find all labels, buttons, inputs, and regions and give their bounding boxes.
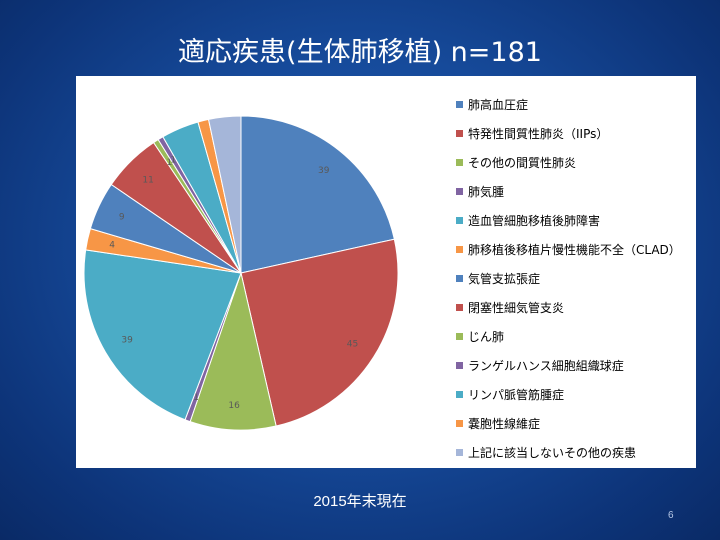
data-label-7: 9 <box>119 213 125 223</box>
legend-item-5: 造血管細胞移植後肺障害 <box>456 206 692 235</box>
data-label-8: 11 <box>142 175 153 185</box>
data-label-4: 1 <box>193 393 199 403</box>
legend-swatch-icon <box>456 188 463 195</box>
legend-label: 気管支拡張症 <box>468 272 541 286</box>
legend-label: 肺高血圧症 <box>468 98 529 112</box>
legend-item-4: 肺気腫 <box>456 177 692 206</box>
legend-label: 肺気腫 <box>468 185 505 199</box>
legend-swatch-icon <box>456 449 463 456</box>
legend-swatch-icon <box>456 159 463 166</box>
legend-label: 嚢胞性線維症 <box>468 417 541 431</box>
chart-legend: 肺高血圧症特発性間質性肺炎（IIPs） その他の間質性肺炎 肺気腫造血管細胞移植後肺… <box>456 90 692 467</box>
legend-label: リンパ脈管筋腫症 <box>468 388 565 402</box>
legend-label: 閉塞性細気管支炎 <box>468 301 565 315</box>
data-label-10: 1 <box>171 156 177 166</box>
legend-item-6: 肺移植後移植片慢性機能不全（CLAD） <box>456 235 692 264</box>
legend-item-9: じん肺 <box>456 322 692 351</box>
legend-swatch-icon <box>456 362 463 369</box>
legend-item-3: その他の間質性肺炎 <box>456 148 692 177</box>
chart-panel: 39 45 16 1 39 4 9 11 1 1 肺高血圧症 特発性間質性肺炎（IIPs） その他の間… <box>76 76 696 468</box>
legend-item-7: 気管支拡張症 <box>456 264 692 293</box>
slide-title: 適応疾患(生体肺移植) n=181 <box>178 37 542 68</box>
pie-slice-13 <box>207 115 242 274</box>
page-number: 6 <box>668 510 674 521</box>
legend-swatch-icon <box>456 217 463 224</box>
legend-item-8: 閉塞性細気管支炎 <box>456 293 692 322</box>
legend-label: ランゲルハンス細胞組織球症 <box>468 359 624 373</box>
data-label-2: 45 <box>347 340 358 350</box>
legend-swatch-icon <box>456 130 463 137</box>
legend-label: 肺移植後移植片慢性機能不全（CLAD） <box>468 243 681 257</box>
pie-slice-2 <box>240 238 399 427</box>
legend-swatch-icon <box>456 420 463 427</box>
legend-item-2: 特発性間質性肺炎（IIPs） <box>456 119 692 148</box>
legend-swatch-icon <box>456 304 463 311</box>
legend-swatch-icon <box>456 333 463 340</box>
legend-item-13: 上記に該当しないその他の疾患 <box>456 438 692 467</box>
data-label-6: 4 <box>109 241 115 251</box>
data-label-5: 39 <box>121 336 133 346</box>
legend-swatch-icon <box>456 246 463 253</box>
legend-label: 上記に該当しないその他の疾患 <box>468 446 637 460</box>
pie-slice-1 <box>240 115 395 274</box>
legend-swatch-icon <box>456 101 463 108</box>
legend-label: 特発性間質性肺炎（IIPs） <box>468 127 609 141</box>
legend-item-11: リンパ脈管筋腫症 <box>456 380 692 409</box>
legend-label: 造血管細胞移植後肺障害 <box>468 214 601 228</box>
data-label-3: 16 <box>228 401 240 411</box>
legend-item-1: 肺高血圧症 <box>456 90 692 119</box>
legend-swatch-icon <box>456 275 463 282</box>
legend-item-12: 嚢胞性線維症 <box>456 409 692 438</box>
pie-slice-3 <box>189 271 277 431</box>
legend-label: その他の間質性肺炎 <box>468 156 577 170</box>
pie-slice-5 <box>83 249 242 421</box>
data-label-9: 1 <box>167 158 173 168</box>
footnote-date: 2015年末現在 <box>313 493 407 510</box>
legend-label: じん肺 <box>468 330 505 344</box>
legend-swatch-icon <box>456 391 463 398</box>
legend-item-10: ランゲルハンス細胞組織球症 <box>456 351 692 380</box>
data-label-1: 39 <box>318 166 330 176</box>
